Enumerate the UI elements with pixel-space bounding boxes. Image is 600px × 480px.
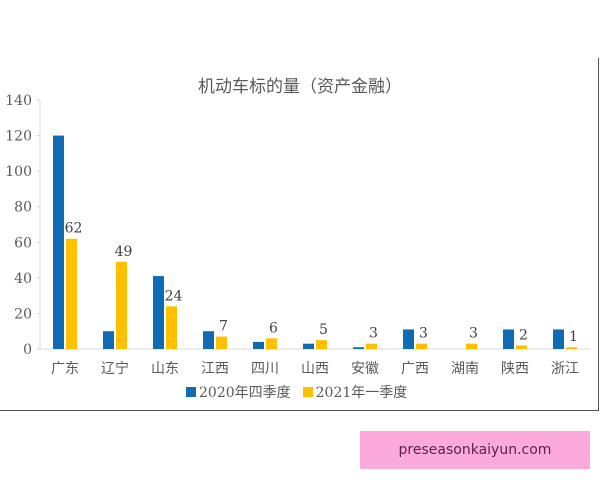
data-label: 7 xyxy=(219,319,228,335)
y-tick-label: 0 xyxy=(23,342,32,358)
bar-2021q1 xyxy=(316,340,327,349)
bar-2020q4 xyxy=(503,329,514,349)
bar-2020q4 xyxy=(53,135,64,349)
bar-2020q4 xyxy=(103,331,114,349)
data-label: 49 xyxy=(115,244,133,260)
x-tick-label: 陕西 xyxy=(501,361,529,377)
legend-label: 2021年一季度 xyxy=(315,385,408,401)
y-tick-label: 140 xyxy=(5,93,32,109)
bar-2021q1 xyxy=(66,238,77,349)
bar-chart: 0 20 40 60 80 100 120 140 广东 62 辽宁 49 山东 24 江西 7 四川 6 山西 5 安… xyxy=(5,93,590,377)
x-tick-label: 山西 xyxy=(301,361,329,377)
data-label: 3 xyxy=(419,326,428,342)
legend-item-2021q1: 2021年一季度 xyxy=(302,382,408,402)
bar-2021q1 xyxy=(416,343,427,349)
chart-frame xyxy=(0,58,599,411)
data-label: 3 xyxy=(469,326,478,342)
data-label: 5 xyxy=(319,322,328,338)
legend-label: 2020年四季度 xyxy=(199,385,291,401)
y-tick-label: 80 xyxy=(14,200,32,216)
x-tick-label: 山东 xyxy=(151,361,179,377)
bar-2021q1 xyxy=(566,347,577,349)
y-tick-label: 100 xyxy=(5,164,32,180)
x-tick-label: 四川 xyxy=(251,361,279,377)
bar-2021q1 xyxy=(366,343,377,349)
y-tick-label: 20 xyxy=(14,306,32,322)
bar-2021q1 xyxy=(516,345,527,349)
x-tick-label: 安徽 xyxy=(351,361,379,377)
data-label: 2 xyxy=(519,327,528,343)
watermark: preseasonkaiyun.com xyxy=(360,431,590,469)
bar-2020q4 xyxy=(253,341,264,349)
bar-2020q4 xyxy=(353,347,364,349)
bar-2021q1 xyxy=(466,343,477,349)
legend-swatch xyxy=(302,387,313,397)
bar-2021q1 xyxy=(216,336,227,349)
data-label: 3 xyxy=(369,326,378,342)
bar-2021q1 xyxy=(166,306,177,349)
x-tick-label: 浙江 xyxy=(551,361,579,377)
y-tick-label: 120 xyxy=(5,129,32,145)
x-tick-label: 江西 xyxy=(201,361,229,377)
data-label: 24 xyxy=(165,288,183,304)
legend-item-2020q4: 2020年四季度 xyxy=(186,382,291,402)
y-tick-label: 60 xyxy=(14,235,32,251)
bar-2020q4 xyxy=(553,329,564,349)
bar-2021q1 xyxy=(266,338,277,349)
legend: 2020年四季度 2021年一季度 xyxy=(186,382,407,402)
chart-title: 机动车标的量（资产金融） xyxy=(198,77,402,97)
bar-2021q1 xyxy=(116,261,127,349)
x-tick-label: 湖南 xyxy=(451,361,479,377)
x-tick-label: 广东 xyxy=(51,361,79,377)
bar-2020q4 xyxy=(403,329,414,349)
bar-2020q4 xyxy=(203,331,214,349)
bar-2020q4 xyxy=(303,343,314,349)
data-label: 6 xyxy=(269,320,278,336)
x-tick-label: 辽宁 xyxy=(101,360,129,377)
data-label: 1 xyxy=(569,329,578,345)
bar-2020q4 xyxy=(153,276,164,349)
x-tick-label: 广西 xyxy=(401,361,429,377)
y-tick-label: 40 xyxy=(14,271,32,287)
data-label: 62 xyxy=(65,221,83,237)
legend-swatch xyxy=(186,387,196,397)
